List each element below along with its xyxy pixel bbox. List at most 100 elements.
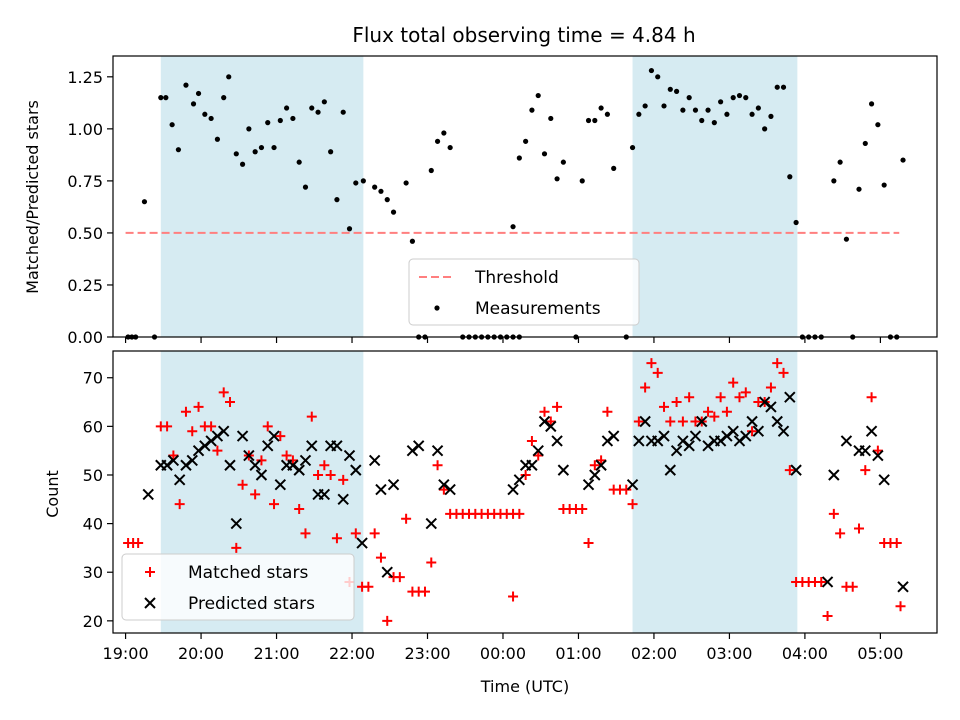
bottom-matched-stars-point-11 xyxy=(206,421,217,432)
top-measurements-point-73 xyxy=(598,105,604,111)
top-panel: 0.00 0.25 0.50 0.75 1.00 1.25 Threshold Measure… xyxy=(67,55,938,347)
top-measurements-point-8 xyxy=(175,147,182,153)
bottom-matched-stars-point-9 xyxy=(193,401,204,412)
top-measurements-point-110 xyxy=(843,236,850,242)
bottom-predicted-stars-point-50 xyxy=(545,420,557,433)
bottom-matched-stars-point-22 xyxy=(275,431,286,442)
top-measurements-point-113 xyxy=(862,140,868,147)
bottom-predicted-stars-point-75 xyxy=(733,435,746,447)
bottom-matched-stars-point-36 xyxy=(363,581,374,592)
bottom-matched-stars-point-29 xyxy=(319,460,330,471)
bottom-predicted-stars-point-5 xyxy=(180,459,192,471)
top-measurements-point-88 xyxy=(699,117,705,124)
bottom-matched-stars-point-114 xyxy=(847,581,858,592)
bottom-predicted-stars-point-82 xyxy=(777,425,790,437)
bottom-matched-stars-point-31 xyxy=(331,533,342,544)
top-measurements-point-42 xyxy=(403,180,409,186)
bottom-matched-stars-point-79 xyxy=(627,499,638,510)
bottom-predicted-stars-point-35 xyxy=(375,483,387,496)
bottom-matched-stars-point-18 xyxy=(250,489,261,500)
bottom-matched-stars-point-101 xyxy=(765,382,776,393)
bottom-predicted-stars-point-89 xyxy=(859,444,872,457)
bottom-matched-stars-point-25 xyxy=(294,504,305,515)
top-measurements-point-39 xyxy=(378,188,384,194)
bottom-predicted-stars-point-2 xyxy=(161,459,173,471)
bottom-predicted-stars-point-27 xyxy=(318,488,331,501)
top-measurements-point-80 xyxy=(648,67,655,74)
top-y-tick-label-0: 0.00 xyxy=(67,328,103,347)
bottom-predicted-stars-point-13 xyxy=(230,517,242,530)
bottom-predicted-stars-point-93 xyxy=(897,581,909,593)
bottom-matched-stars-point-115 xyxy=(854,523,865,534)
top-measurements-point-93 xyxy=(730,95,736,101)
bottom-predicted-stars-point-12 xyxy=(224,459,236,471)
bottom-predicted-stars-point-90 xyxy=(865,425,878,437)
bottom-predicted-stars-point-22 xyxy=(287,459,299,471)
x-axis-label: Time (UTC) xyxy=(480,677,569,696)
bottom-matched-stars-point-30 xyxy=(325,469,336,480)
bottom-matched-stars-point-21 xyxy=(269,499,280,510)
bottom-predicted-stars-point-60 xyxy=(639,415,651,428)
bottom-predicted-stars-point-86 xyxy=(828,469,840,481)
bottom-matched-stars-point-82 xyxy=(646,358,657,369)
bottom-matched-stars-point-71 xyxy=(577,504,588,515)
top-measurements-point-61 xyxy=(516,155,522,161)
bottom-predicted-stars-point-73 xyxy=(721,430,733,442)
top-measurements-point-62 xyxy=(523,138,529,144)
bottom-matched-stars-point-118 xyxy=(872,445,883,456)
bottom-y-tick-label-1: 30 xyxy=(83,563,103,582)
top-measurements-point-22 xyxy=(265,120,271,126)
top-measurements-point-94 xyxy=(736,92,743,99)
top-measurements-point-86 xyxy=(686,95,692,101)
top-measurements-point-7 xyxy=(169,122,175,128)
bottom-matched-stars-point-122 xyxy=(895,601,906,612)
bottom-matched-stars-point-84 xyxy=(659,401,670,412)
top-measurements-point-102 xyxy=(787,174,793,180)
top-y-tick-label-1: 0.25 xyxy=(67,276,103,295)
top-measurements-point-49 xyxy=(447,144,453,151)
x-tick-label-2: 21:00 xyxy=(253,644,299,663)
top-measurements-point-92 xyxy=(724,111,730,117)
bottom-y-tick-label-5: 70 xyxy=(83,369,103,388)
bottom-matched-stars-point-78 xyxy=(621,484,632,495)
x-tick-label-4: 23:00 xyxy=(404,644,450,663)
bottom-predicted-stars-point-62 xyxy=(652,435,664,447)
top-measurements-point-21 xyxy=(258,144,265,151)
bottom-matched-stars-point-94 xyxy=(721,406,732,417)
x-tick-label-6: 01:00 xyxy=(555,644,601,663)
bottom-predicted-stars-point-38 xyxy=(406,444,419,457)
top-measurements-point-109 xyxy=(837,159,843,165)
bottom-matched-stars-point-20 xyxy=(262,421,273,432)
bottom-matched-stars-point-5 xyxy=(168,450,179,461)
bottom-predicted-stars-point-10 xyxy=(211,430,224,442)
bottom-matched-stars-point-14 xyxy=(224,397,235,408)
bottom-predicted-stars-point-30 xyxy=(337,493,349,506)
bottom-y-tick-label-0: 20 xyxy=(83,612,103,631)
top-measurements-point-108 xyxy=(831,178,837,184)
top-measurements-point-36 xyxy=(353,180,359,186)
bottom-matched-stars-point-86 xyxy=(671,397,682,408)
top-measurements-point-38 xyxy=(372,184,378,190)
top-y-tick-label-3: 0.75 xyxy=(67,172,103,191)
bottom-legend xyxy=(121,553,355,621)
top-measurements-point-103 xyxy=(793,219,799,226)
top-measurements-point-47 xyxy=(434,138,441,144)
bottom-predicted-stars-point-41 xyxy=(431,444,444,457)
bottom-predicted-stars-point-23 xyxy=(293,464,305,476)
bottom-matched-stars-point-28 xyxy=(313,469,324,480)
top-measurements-point-15 xyxy=(221,95,227,101)
bottom-y-tick-label-4: 60 xyxy=(83,417,103,436)
top-measurements-point-74 xyxy=(604,111,611,117)
bottom-matched-stars-point-23 xyxy=(281,450,292,461)
top-measurements-point-114 xyxy=(868,101,875,107)
bottom-predicted-stars-point-80 xyxy=(765,401,777,413)
top-measurements-point-90 xyxy=(711,120,717,126)
top-measurements-point-71 xyxy=(585,117,592,124)
bottom-predicted-stars-point-79 xyxy=(758,396,771,408)
top-measurements-point-97 xyxy=(755,105,761,111)
bottom-matched-stars-point-12 xyxy=(212,445,223,456)
bottom-matched-stars-point-65 xyxy=(539,406,550,417)
bottom-predicted-stars-point-24 xyxy=(299,454,312,467)
bottom-predicted-stars-point-63 xyxy=(658,430,670,442)
top-measurements-point-85 xyxy=(680,107,686,113)
